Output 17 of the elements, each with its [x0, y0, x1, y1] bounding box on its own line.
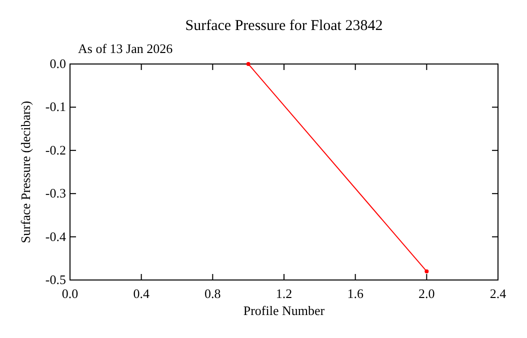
y-tick-label: -0.2 — [45, 142, 66, 158]
x-axis-title: Profile Number — [243, 303, 326, 318]
x-tick-label: 0.8 — [204, 286, 221, 301]
x-tick-label: 2.0 — [418, 286, 435, 301]
y-tick-label: 0.0 — [50, 56, 66, 71]
chart-title: Surface Pressure for Float 23842 — [185, 18, 383, 34]
y-tick-label: -0.3 — [45, 186, 66, 201]
chart-subtitle: As of 13 Jan 2026 — [78, 41, 174, 56]
x-tick-label: 1.6 — [347, 286, 364, 301]
y-tick-label: -0.5 — [45, 272, 66, 287]
y-tick-label: -0.1 — [45, 99, 66, 114]
y-tick-label: -0.4 — [45, 228, 66, 244]
x-tick-label: 0.4 — [133, 286, 150, 301]
y-axis-title: Surface Pressure (decibars) — [18, 100, 33, 244]
x-tick-label: 2.4 — [490, 286, 507, 301]
x-tick-label: 0.0 — [62, 286, 78, 301]
x-tick-label: 1.2 — [276, 286, 292, 301]
